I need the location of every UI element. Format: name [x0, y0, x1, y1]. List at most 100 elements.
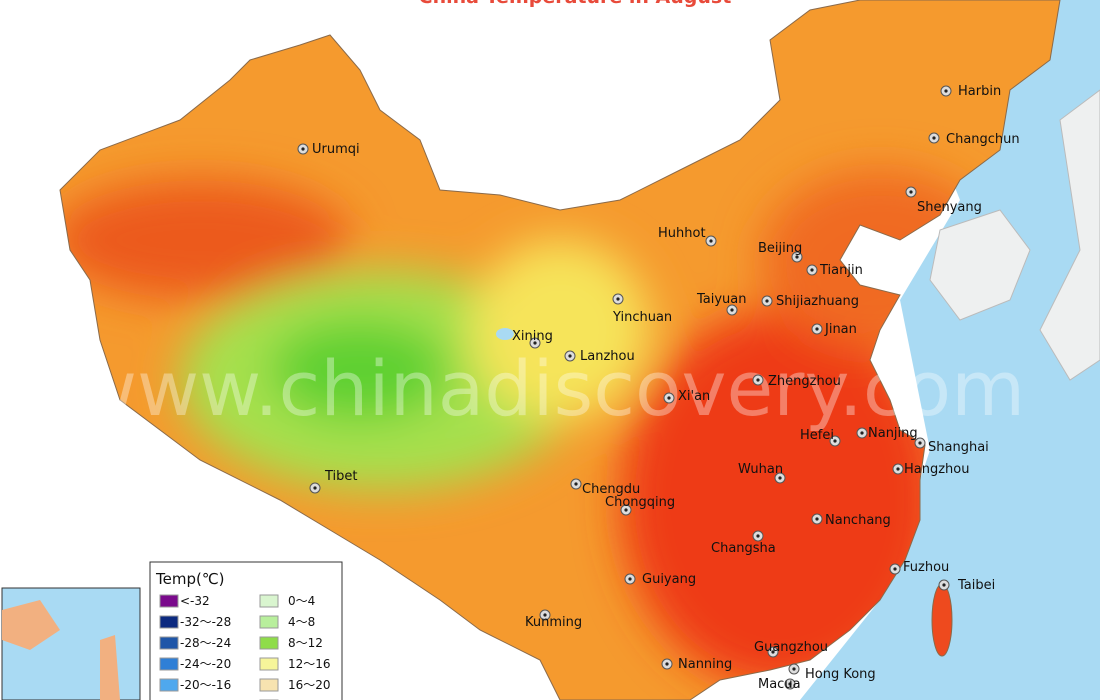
sea: [800, 0, 1100, 700]
city-label: Xining: [512, 329, 553, 344]
city-label: Harbin: [958, 84, 1001, 99]
city-label: Shanghai: [928, 440, 989, 455]
map-title: China Temperature in August: [419, 0, 732, 8]
cities: Harbin Changchun Shenyang Urumqi Huhhot Beiji…: [297, 84, 1020, 692]
city-dot-center: [932, 136, 936, 140]
city-dot-center: [765, 299, 769, 303]
city-dot-center: [756, 534, 760, 538]
legend-label: -24～-20: [180, 657, 231, 671]
city-dot-center: [667, 396, 671, 400]
city-dot-center: [628, 577, 632, 581]
korea: [929, 209, 1031, 321]
inset-map: [1, 587, 141, 700]
legend-label: <-32: [180, 594, 210, 608]
taiwan: [931, 583, 953, 657]
city-dot-center: [795, 255, 799, 259]
city-dot-center: [665, 662, 669, 666]
legend-swatch: [259, 678, 279, 692]
city-label: Kunming: [525, 615, 582, 630]
city-dot-center: [730, 308, 734, 312]
city-dot-center: [568, 354, 572, 358]
city-dot-center: [896, 467, 900, 471]
city-label: Changsha: [711, 541, 776, 556]
legend-label: -28～-24: [180, 636, 231, 650]
city-dot-center: [833, 439, 837, 443]
city-label: Xi'an: [678, 389, 710, 404]
legend-label: 16～20: [288, 678, 331, 692]
city-label: Huhhot: [658, 226, 706, 241]
city-label: Chongqing: [605, 495, 675, 510]
legend-label: 0～4: [288, 594, 315, 608]
city-dot-center: [810, 268, 814, 272]
city-dot-center: [792, 667, 796, 671]
cool-core: [270, 320, 450, 420]
warm-zone: [60, 180, 350, 300]
hot-zone: [620, 310, 940, 690]
border: [59, 0, 1061, 700]
legend-swatch: [159, 615, 179, 629]
city-label: Beijing: [758, 241, 802, 256]
city-label: Jinan: [824, 322, 857, 337]
city-label: Yinchuan: [612, 310, 672, 325]
legend-swatch: [259, 594, 279, 608]
legend-swatch: [259, 636, 279, 650]
watermark: www.chinadiscovery.com: [75, 344, 1025, 433]
city-dot-center: [860, 431, 864, 435]
city-dot-center: [918, 441, 922, 445]
legend: Temp(℃) <-32 -32～-28 -28～-24 -24～-20 -20～-16…: [149, 561, 343, 700]
city-label: Shenyang: [917, 200, 982, 215]
city-label: Nanchang: [825, 513, 891, 528]
city-label: Zhengzhou: [768, 374, 841, 389]
legend-label: 4～8: [288, 615, 315, 629]
city-label: Fuzhou: [903, 560, 949, 575]
legend-label: 8～12: [288, 636, 323, 650]
legend-swatch: [159, 636, 179, 650]
legend-swatch: [259, 615, 279, 629]
city-dot-center: [909, 190, 913, 194]
legend-box: [149, 561, 343, 700]
city-dot-center: [616, 297, 620, 301]
mild-zone: [470, 240, 650, 420]
city-dot-center: [815, 327, 819, 331]
city-label: Nanjing: [868, 426, 918, 441]
city-dot-center: [301, 147, 305, 151]
legend-label: 12～16: [288, 657, 331, 671]
city-label: Changchun: [946, 132, 1020, 147]
city-dot-center: [624, 508, 628, 512]
legend-swatch: [159, 594, 179, 608]
lake: [496, 328, 514, 340]
city-label: Hong Kong: [805, 667, 876, 682]
legend-swatch: [159, 678, 179, 692]
city-label: Wuhan: [738, 462, 783, 477]
city-label: Chengdu: [582, 482, 640, 497]
legend-swatch: [159, 657, 179, 671]
city-label: Guangzhou: [754, 640, 828, 655]
city-dot-center: [543, 613, 547, 617]
city-label: Urumqi: [312, 142, 360, 157]
city-dot-center: [313, 486, 317, 490]
city-label: Taiyuan: [696, 292, 747, 307]
legend-label: -20～-16: [180, 678, 231, 692]
city-dot-center: [756, 378, 760, 382]
city-label: Lanzhou: [580, 349, 635, 364]
city-dot-center: [771, 650, 775, 654]
city-label: Taibei: [957, 578, 995, 593]
legend-label: -32～-28: [180, 615, 231, 629]
japan: [1039, 89, 1100, 381]
legend-swatch: [259, 657, 279, 671]
city-dot-center: [574, 482, 578, 486]
city-label: Hefei: [800, 428, 834, 443]
city-dot-center: [944, 89, 948, 93]
city-dot-center: [788, 682, 792, 686]
city-dot-center: [533, 341, 537, 345]
city-dot-center: [893, 567, 897, 571]
city-dot-center: [942, 583, 946, 587]
city-label: Hangzhou: [904, 462, 970, 477]
city-dot-center: [709, 239, 713, 243]
city-label: Guiyang: [642, 572, 696, 587]
city-dot-center: [778, 476, 782, 480]
city-label: Tibet: [324, 469, 358, 484]
city-dot-center: [815, 517, 819, 521]
city-label: Nanning: [678, 657, 732, 672]
